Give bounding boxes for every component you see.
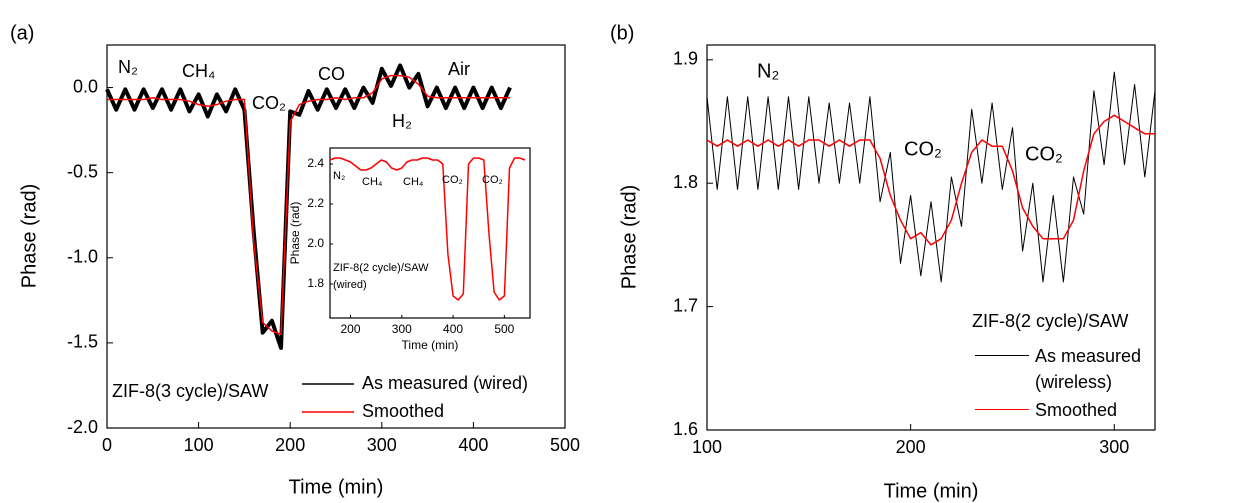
legend-label: Smoothed: [1035, 400, 1118, 420]
annotation: CO₂: [442, 174, 463, 186]
x-tick-label: 100: [692, 437, 722, 457]
x-tick-label: 300: [367, 435, 397, 455]
x-tick-label: 200: [275, 435, 305, 455]
y-tick-label: -2.0: [67, 417, 98, 437]
x-tick-label: 100: [184, 435, 214, 455]
annotation: N₂: [118, 57, 138, 77]
legend: As measured (wireless) Smoothed: [975, 343, 1167, 425]
annotation: CH₄: [403, 176, 424, 188]
y-tick-label: 1.7: [673, 295, 698, 315]
legend-title: (wired): [333, 279, 367, 291]
panel-label: (a): [10, 22, 34, 44]
legend-title: ZIF-8(2 cycle)/SAW: [333, 262, 429, 274]
x-tick-label: 200: [896, 437, 926, 457]
data-line: [105, 63, 512, 350]
x-axis-label: Time (min): [289, 476, 384, 498]
y-tick-label: 1.8: [307, 276, 324, 290]
plot-area: [329, 147, 531, 319]
x-tick-label: 400: [443, 322, 463, 336]
annotation: N₂: [757, 60, 779, 82]
legend-label: As measured (wireless): [1035, 346, 1142, 392]
annotation: N₂: [333, 170, 345, 182]
x-axis-label: Time (min): [402, 338, 459, 352]
legend-title: ZIF-8(2 cycle)/SAW: [972, 311, 1128, 331]
legend-label: As measured (wired): [362, 373, 528, 393]
x-axis-label: Time (min): [884, 480, 979, 502]
x-tick-label: 300: [1099, 437, 1129, 457]
data-line: [329, 157, 526, 301]
data-line: [706, 114, 1155, 246]
annotation: CH₄: [182, 61, 215, 81]
y-tick-label: -1.5: [67, 332, 98, 352]
legend-label: Smoothed: [362, 401, 444, 421]
panel-label: (b): [610, 22, 634, 44]
y-axis-label: Phase (rad): [288, 202, 302, 265]
plot-area: [706, 44, 1156, 431]
annotation: H₂: [392, 111, 412, 131]
y-tick-label: -0.5: [67, 161, 98, 181]
legend-entry: As measured (wireless): [975, 343, 1167, 395]
data-line: [107, 74, 510, 336]
annotation: CO₂: [1025, 143, 1063, 165]
chart: 200 300 400 500 1.8 2.0 2.2 2.4 Time (min) Phase …: [288, 147, 531, 352]
annotation: CO₂: [252, 93, 286, 113]
y-tick-label: 0.0: [73, 76, 98, 96]
annotation: CO₂: [482, 174, 503, 186]
y-tick-label: 1.6: [673, 419, 698, 439]
legend-entry: Smoothed: [975, 397, 1167, 423]
x-tick-label: 500: [550, 435, 580, 455]
annotation: CO₂: [904, 138, 942, 160]
y-tick-label: 2.0: [307, 236, 324, 250]
legend-swatch: [975, 409, 1029, 410]
y-tick-label: 2.2: [307, 196, 324, 210]
x-tick-label: 300: [392, 322, 412, 336]
legend-title: ZIF-8(3 cycle)/SAW: [112, 381, 268, 401]
annotation: CH₄: [362, 176, 383, 188]
x-tick-label: 400: [458, 435, 488, 455]
y-axis-label: Phase (rad): [618, 185, 640, 290]
data-line: [706, 71, 1156, 283]
y-tick-label: 2.4: [307, 156, 324, 170]
y-axis-label: Phase (rad): [18, 184, 40, 289]
annotation: Air: [448, 59, 470, 79]
x-tick-label: 500: [494, 322, 514, 336]
y-tick-label: 1.9: [673, 49, 698, 69]
annotation: CO: [318, 64, 345, 84]
chart: 100 200 300 1.6 1.7 1.8 1.9 Time (min) Phase (ra…: [618, 44, 1156, 502]
x-tick-label: 0: [102, 435, 112, 455]
y-tick-label: -1.0: [67, 247, 98, 267]
y-tick-label: 1.8: [673, 172, 698, 192]
x-tick-label: 200: [340, 322, 360, 336]
legend-swatch: [975, 355, 1029, 356]
